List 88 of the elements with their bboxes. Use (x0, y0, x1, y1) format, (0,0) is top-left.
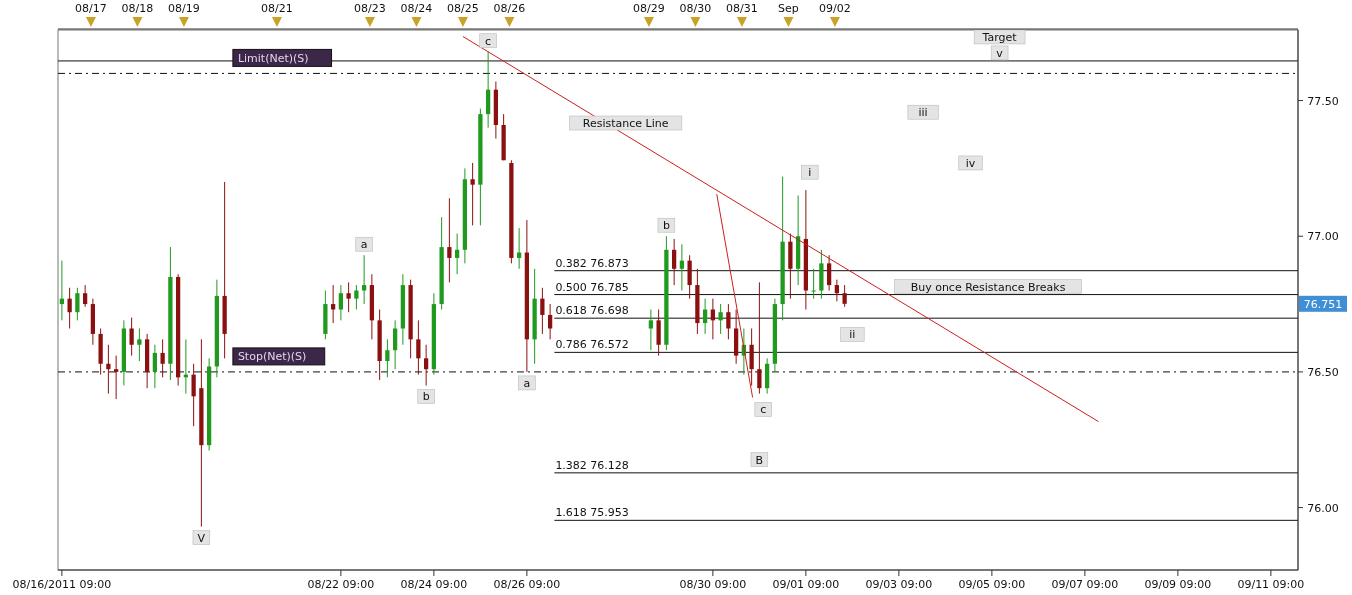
ref-line-label: 0.786 76.572 (555, 338, 629, 352)
x2-tick-label: 08/24 (400, 2, 433, 15)
candlestick (423, 344, 429, 386)
annotation: a (523, 376, 531, 390)
ref-line-label: 1.382 76.128 (555, 458, 629, 472)
y-tick-label: 77.00 (1307, 230, 1339, 244)
candlestick (540, 287, 545, 335)
x-tick-label: 09/01 09:00 (772, 578, 840, 591)
annotation: ii (849, 328, 856, 342)
candlestick (702, 298, 708, 335)
candlestick (834, 279, 840, 302)
candlestick (113, 355, 119, 400)
candlestick (137, 327, 142, 362)
annotation: Resistance Line (582, 117, 669, 131)
candlestick (392, 319, 398, 370)
candlestick (338, 284, 344, 321)
x2-tick-label: 08/29 (633, 2, 665, 15)
annotation: i (808, 166, 812, 180)
annotation: a (360, 238, 368, 252)
candlestick (757, 281, 762, 395)
annotation: V (197, 531, 206, 545)
y-tick-label: 76.50 (1307, 365, 1339, 379)
x2-tick-label: 08/31 (726, 2, 758, 15)
candlestick (447, 197, 452, 283)
candlestick (129, 317, 134, 357)
annotation: v (996, 46, 1004, 60)
ref-line-label: 0.618 76.698 (555, 304, 629, 318)
candlestick (718, 303, 723, 335)
x-tick-label: 08/26 09:00 (493, 578, 561, 591)
candlestick (679, 243, 685, 291)
candlestick (710, 298, 716, 340)
annotation: b (422, 390, 430, 404)
candlestick (842, 284, 847, 308)
candlestick (106, 344, 111, 395)
x2-tick-label: 09/02 (819, 2, 851, 15)
annotation: iii (918, 106, 928, 120)
candlestick (67, 287, 72, 329)
candlestick (648, 309, 654, 351)
candlestick (454, 233, 460, 275)
annotation: Target (981, 30, 1018, 44)
x2-tick-label: 08/17 (75, 2, 107, 15)
x-tick-label: 09/07 09:00 (1051, 578, 1119, 591)
candlestick (346, 281, 351, 313)
candlestick (826, 254, 832, 291)
candlestick (191, 363, 196, 427)
y-tick-label: 77.50 (1307, 94, 1339, 108)
candlestick (160, 338, 165, 378)
x-tick-label: 09/09 09:00 (1144, 578, 1212, 591)
candlestick (671, 238, 677, 286)
x-tick-label: 09/05 09:00 (958, 578, 1026, 591)
text: 76.751 (1303, 297, 1343, 311)
candlestick (82, 284, 88, 308)
candlestick (385, 338, 390, 378)
annotation: B (755, 453, 764, 467)
candlestick (547, 303, 553, 340)
x2-tick-label: 08/30 (679, 2, 712, 15)
annotation: c (485, 34, 492, 48)
x2-tick-label: 08/19 (168, 2, 200, 15)
x-tick-label: 08/22 09:00 (307, 578, 375, 591)
x2-tick-label: 08/25 (447, 2, 479, 15)
x-tick-label: 08/30 09:00 (679, 578, 747, 591)
annotation: c (760, 403, 767, 417)
candlestick (470, 162, 475, 226)
candlestick (811, 268, 816, 300)
x-tick-label: 09/11 09:00 (1237, 578, 1305, 591)
annotation: b (662, 219, 670, 233)
candlestick (354, 284, 359, 310)
y-tick-label: 76.00 (1307, 501, 1339, 515)
ref-line-label: 1.618 75.953 (555, 506, 629, 520)
x-tick-label: 09/03 09:00 (865, 578, 933, 591)
candlestick (152, 344, 158, 389)
ref-line-label: Limit(Net)(S) (237, 51, 309, 65)
ref-line-label: Stop(Net)(S) (237, 350, 307, 364)
annotation: iv (965, 156, 976, 170)
x2-tick-label: 08/23 (354, 2, 386, 15)
candlestick (726, 303, 731, 340)
candlestick (416, 319, 421, 376)
x2-tick-label: 08/21 (261, 2, 293, 15)
x2-tick-label: 08/18 (121, 2, 154, 15)
ref-line-label: 0.500 76.785 (555, 280, 629, 294)
ref-line-label: 0.382 76.873 (555, 256, 629, 270)
candlestick (361, 254, 367, 305)
x2-tick-label: Sep (778, 2, 799, 15)
x-tick-label: 08/16/2011 09:00 (12, 578, 112, 591)
x2-tick-label: 08/26 (493, 2, 526, 15)
candlestick (75, 287, 80, 321)
annotation: Buy once Resistance Breaks (910, 280, 1066, 294)
x-tick-label: 08/24 09:00 (400, 578, 468, 591)
